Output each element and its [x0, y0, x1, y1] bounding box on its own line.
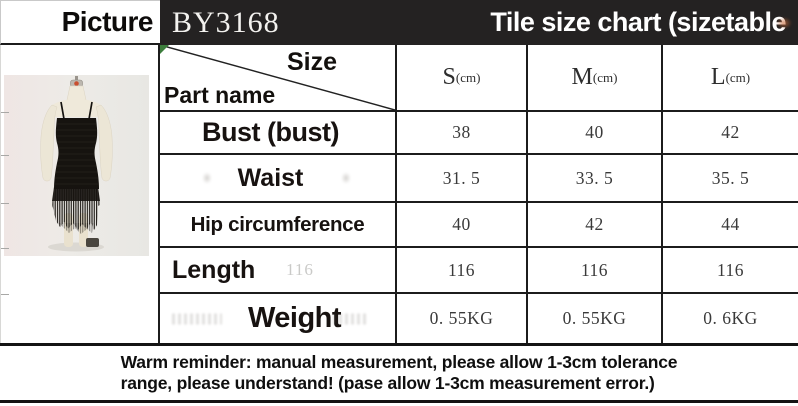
warm-reminder-text: Warm reminder: manual measurement, pleas… [121, 352, 678, 394]
reminder-line-2: range, please understand! (pase allow 1-… [120, 373, 655, 393]
weight-label-text: Weight [247, 302, 342, 334]
size-unit: (cm) [725, 69, 751, 85]
warm-reminder-bar: Warm reminder: manual measurement, pleas… [0, 343, 798, 403]
size-letter: L [710, 64, 726, 90]
diagonal-divider [160, 45, 395, 110]
row-tick [1, 112, 9, 113]
row-label-hip: Hip circumference [160, 203, 397, 248]
print-smudge [341, 172, 351, 184]
row-tick [1, 248, 9, 249]
dress-photo-illustration [4, 75, 149, 256]
bust-value-s: 38 [397, 112, 528, 155]
row-label-bust: Bust (bust) [160, 112, 397, 155]
column-header-s: S (cm) [397, 45, 528, 112]
ghost-length-value: 116 [286, 260, 314, 279]
length-value-s: 116 [397, 248, 528, 294]
column-header-l: L (cm) [663, 45, 798, 112]
row-tick [1, 155, 9, 156]
length-value-m: 116 [528, 248, 663, 294]
print-smudge [333, 313, 367, 324]
hip-value-m: 42 [528, 203, 663, 248]
bust-value-l: 42 [663, 112, 798, 155]
size-unit: (cm) [592, 69, 618, 85]
weight-value-l: 0. 6KG [663, 294, 798, 343]
row-tick [1, 294, 9, 295]
row-label-waist: Waist [160, 155, 397, 203]
product-photo-column [0, 45, 160, 343]
excel-corner-marker [160, 45, 169, 54]
size-table: Size Part name S (cm) M (cm) L (cm) Bust (b… [160, 45, 798, 343]
model-code: BY3168 [172, 5, 280, 39]
product-photo [4, 75, 149, 256]
waist-value-s: 31. 5 [397, 155, 528, 203]
row-tick [1, 203, 9, 204]
bust-value-m: 40 [528, 112, 663, 155]
weight-value-s: 0. 55KG [397, 294, 528, 343]
length-value-l: 116 [663, 248, 798, 294]
row-label-length: Length 116 [160, 248, 397, 294]
hip-value-l: 44 [663, 203, 798, 248]
size-letter: S [442, 64, 456, 90]
weight-value-m: 0. 55KG [528, 294, 663, 343]
row-label-weight: Weight [160, 294, 397, 343]
reminder-line-1: Warm reminder: manual measurement, pleas… [120, 352, 678, 372]
orange-smudge-artifact [776, 17, 792, 29]
length-label-text: Length [172, 255, 256, 284]
print-smudge [172, 313, 222, 324]
chart-title: Tile size chart (sizetable [490, 7, 786, 37]
picture-label: Picture [61, 6, 154, 37]
corner-part-label: Part name [164, 82, 276, 108]
picture-header-cell: Picture [0, 0, 160, 45]
size-letter: M [571, 64, 593, 90]
corner-size-label: Size [286, 48, 337, 76]
size-unit: (cm) [455, 69, 481, 85]
column-header-m: M (cm) [528, 45, 663, 112]
waist-label-text: Waist [237, 163, 304, 192]
title-bar: BY3168 Tile size chart (sizetable [160, 0, 798, 45]
waist-value-m: 33. 5 [528, 155, 663, 203]
corner-header-cell: Size Part name [160, 45, 397, 112]
hip-value-s: 40 [397, 203, 528, 248]
waist-value-l: 35. 5 [663, 155, 798, 203]
print-smudge [202, 172, 212, 184]
